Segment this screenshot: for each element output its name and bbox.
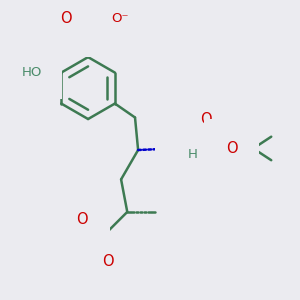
Text: H: H xyxy=(96,260,106,273)
Text: O: O xyxy=(200,112,212,127)
Text: H: H xyxy=(188,148,197,160)
Text: N: N xyxy=(177,141,188,156)
Text: O⁻: O⁻ xyxy=(111,12,129,25)
Text: O: O xyxy=(226,141,237,156)
Text: HO: HO xyxy=(22,66,42,79)
Text: O: O xyxy=(102,254,114,268)
Text: O: O xyxy=(76,212,88,226)
Text: O: O xyxy=(61,11,72,26)
Text: N: N xyxy=(86,20,97,35)
